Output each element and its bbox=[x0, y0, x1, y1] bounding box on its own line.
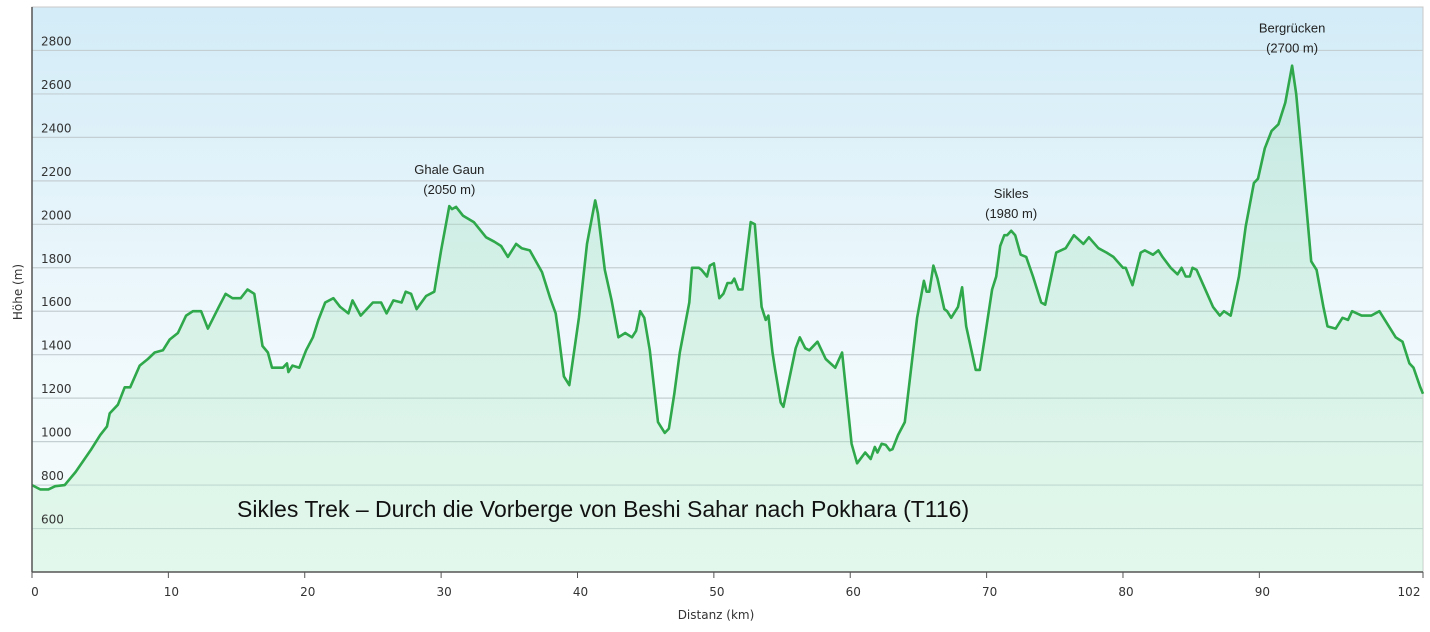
elevation-line bbox=[31, 64, 1425, 491]
annotation-elevation: (1980 m) bbox=[985, 206, 1037, 221]
annotation-name: Sikles bbox=[994, 186, 1029, 201]
y-tick-label: 2000 bbox=[41, 208, 72, 222]
annotation-name: Ghale Gaun bbox=[414, 162, 484, 177]
y-tick-label: 1200 bbox=[41, 382, 72, 396]
y-tick-label: 1600 bbox=[41, 295, 72, 309]
x-tick-label: 30 bbox=[436, 585, 451, 599]
x-tick-label: 60 bbox=[846, 585, 861, 599]
annotations: Ghale Gaun (2050 m) Sikles (1980 m) Bergrück… bbox=[414, 21, 1325, 221]
y-tick-label: 800 bbox=[41, 469, 64, 483]
x-tick-label: 10 bbox=[164, 585, 179, 599]
x-tick-label: 90 bbox=[1255, 585, 1270, 599]
annotation-elevation: (2050 m) bbox=[423, 182, 475, 197]
y-tick-label: 1400 bbox=[41, 339, 72, 353]
x-axis-label: Distanz (km) bbox=[678, 608, 755, 622]
x-tick-label: 20 bbox=[300, 585, 315, 599]
annotation-name: Bergrücken bbox=[1259, 21, 1325, 36]
x-tick-label: 50 bbox=[709, 585, 724, 599]
x-tick-label: 70 bbox=[982, 585, 997, 599]
chart-title: Sikles Trek – Durch die Vorberge von Bes… bbox=[237, 496, 969, 522]
y-tick-label: 600 bbox=[41, 513, 64, 527]
y-tick-label: 2200 bbox=[41, 165, 72, 179]
elevation-area-fill bbox=[32, 65, 1423, 572]
y-tick-label: 1000 bbox=[41, 426, 72, 440]
x-tick-label: 102 bbox=[1398, 585, 1421, 599]
y-tick-label: 2800 bbox=[41, 34, 72, 48]
x-tick-label: 0 bbox=[31, 585, 39, 599]
y-tick-label: 2400 bbox=[41, 121, 72, 135]
x-tick-labels: 0 10 20 30 40 50 60 70 80 90 102 bbox=[31, 572, 1424, 599]
y-tick-label: 1800 bbox=[41, 252, 72, 266]
annotation-elevation: (2700 m) bbox=[1266, 41, 1318, 56]
y-tick-label: 2600 bbox=[41, 78, 72, 92]
y-axis-label: Höhe (m) bbox=[11, 264, 25, 320]
x-tick-label: 80 bbox=[1118, 585, 1133, 599]
x-tick-label: 40 bbox=[573, 585, 588, 599]
y-tick-labels: 600 800 1000 1200 1400 1600 1800 2000 2200 2400 26… bbox=[41, 34, 72, 526]
